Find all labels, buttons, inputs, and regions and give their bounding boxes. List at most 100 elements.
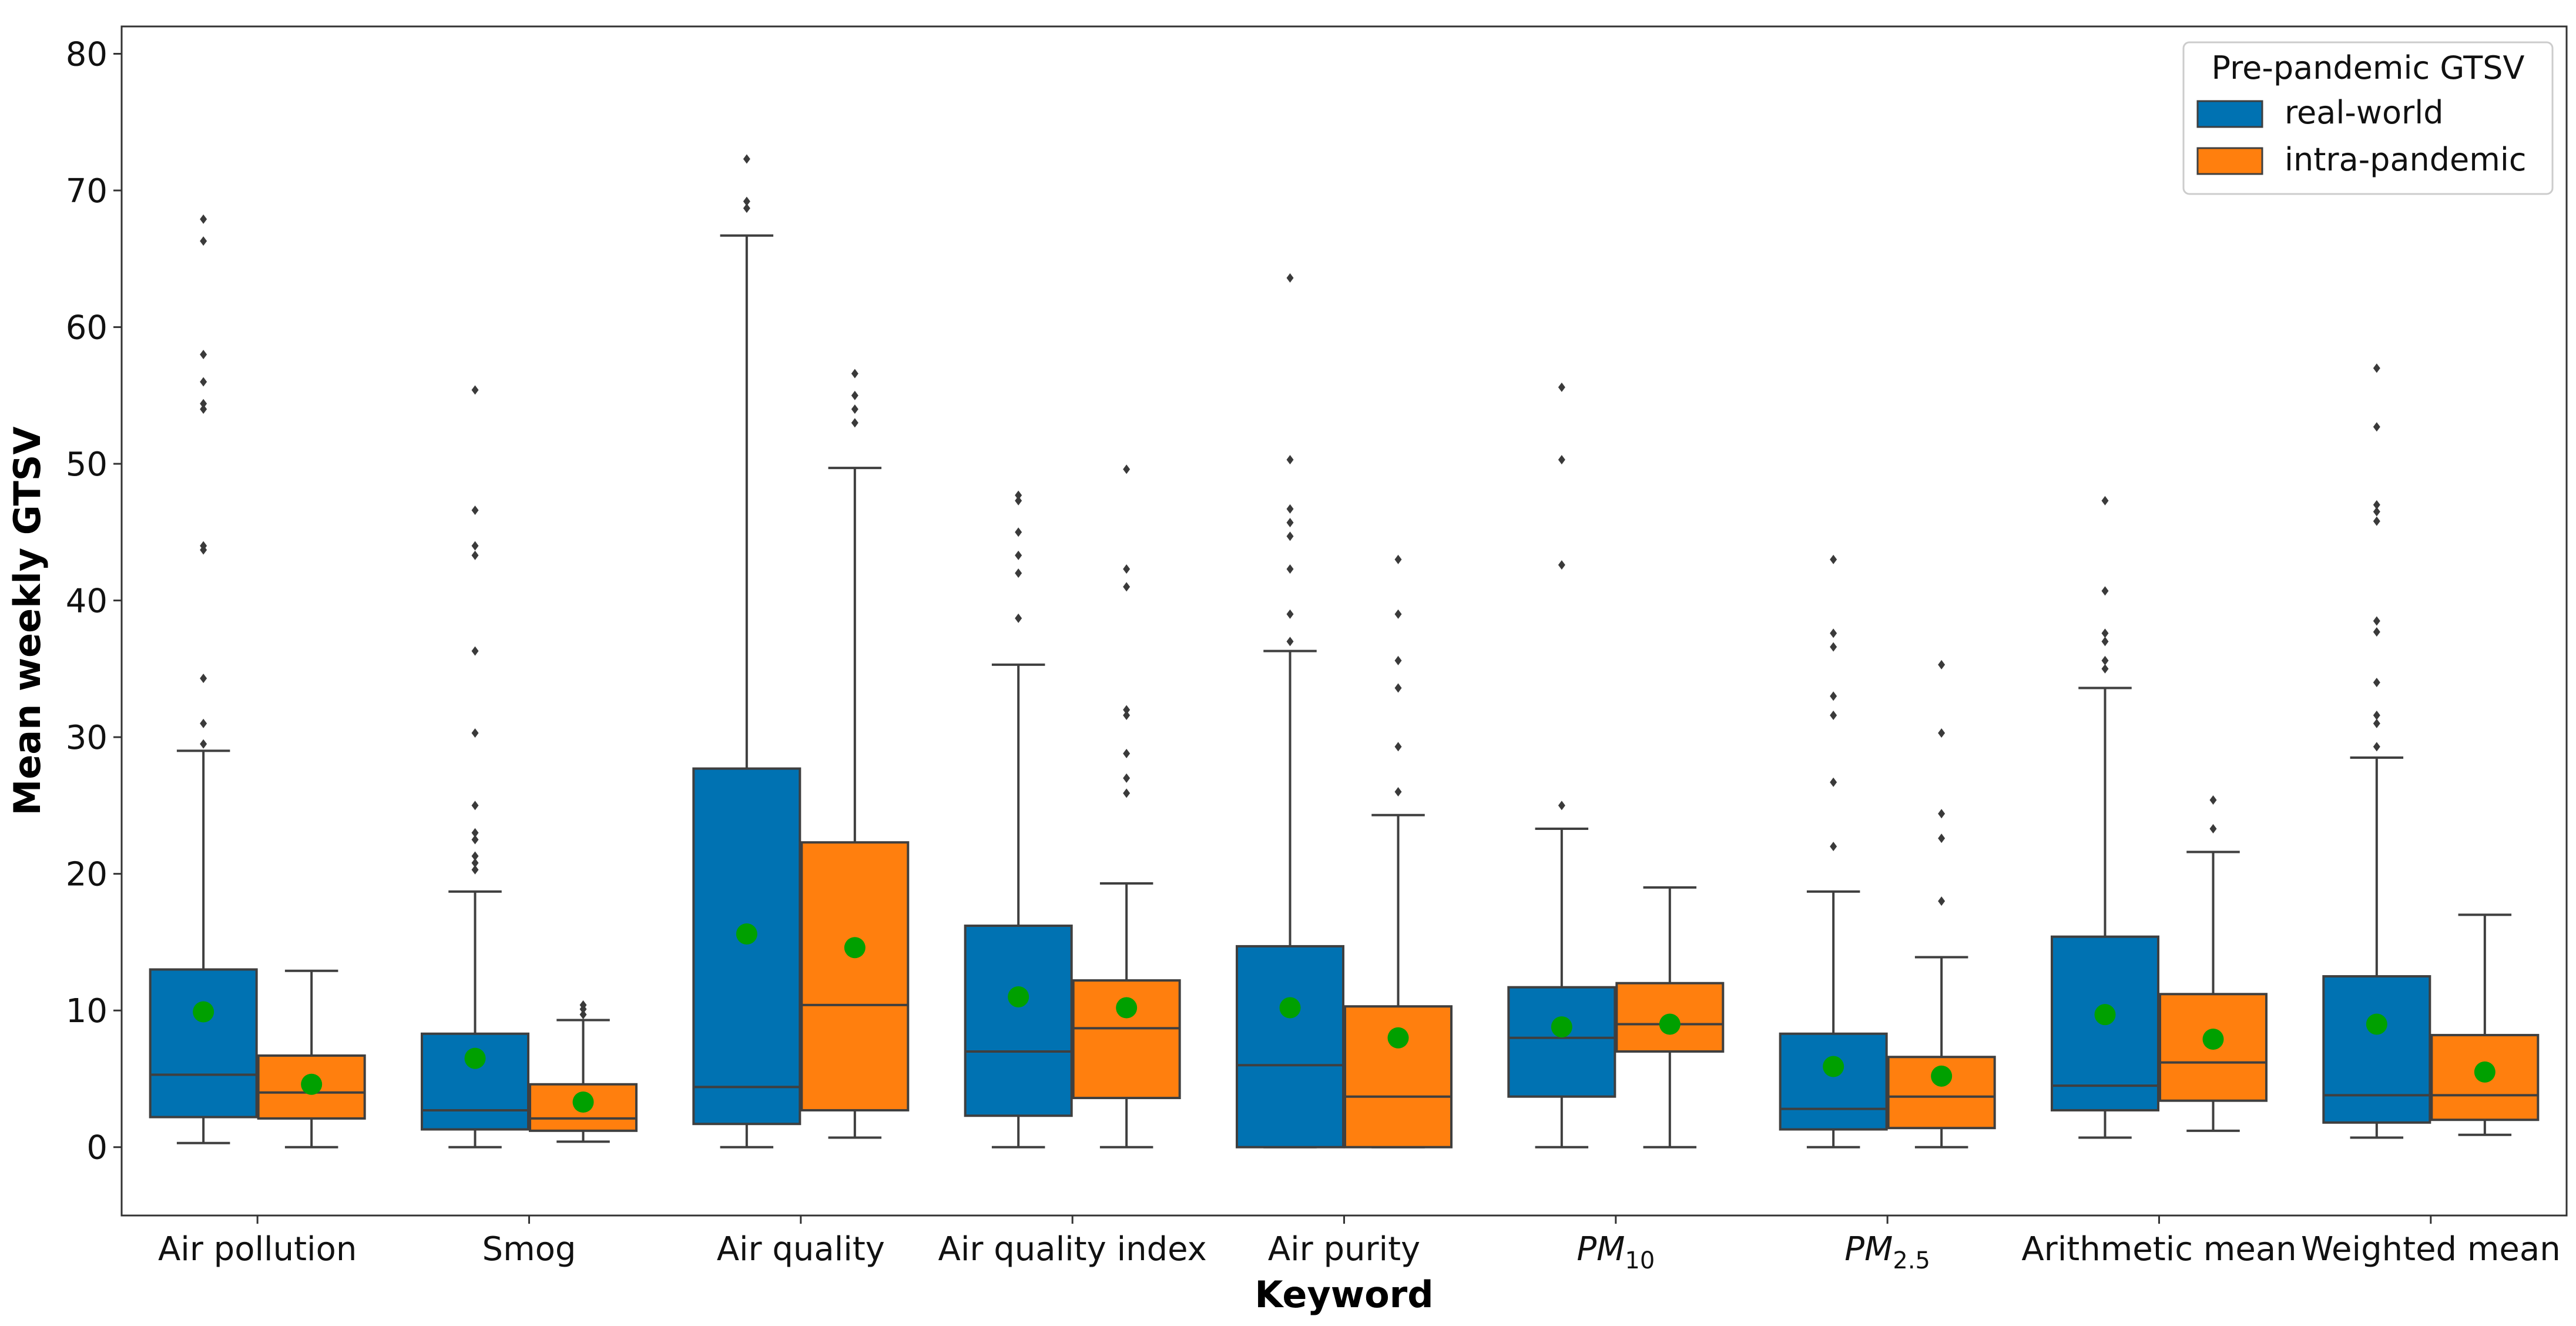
mean-marker	[1823, 1056, 1844, 1077]
x-tick-label: Smog	[482, 1230, 576, 1268]
outlier-point	[2101, 628, 2109, 638]
outlier-point	[471, 835, 479, 845]
y-tick-label: 40	[66, 582, 108, 621]
y-tick-label: 20	[66, 856, 108, 894]
box-group-real-world-8	[2051, 495, 2159, 1139]
box-iqr	[1507, 986, 1616, 1098]
outlier-point	[2101, 586, 2109, 596]
outlier-point	[200, 404, 207, 414]
mean-marker	[2202, 1029, 2224, 1050]
outlier-point	[471, 385, 479, 395]
y-axis-title: Mean weekly GTSV	[6, 427, 49, 816]
outlier-point	[2101, 495, 2109, 505]
outlier-point	[1938, 896, 1946, 906]
outlier-point	[851, 390, 858, 400]
y-tick-label: 80	[66, 36, 108, 74]
outlier-point	[1123, 749, 1131, 759]
outlier-point	[1394, 787, 1402, 797]
outlier-point	[200, 541, 207, 551]
x-tick-label: Air pollution	[158, 1230, 357, 1268]
x-tick-label: Air quality	[717, 1230, 885, 1268]
box-group-intra-pandemic-2	[529, 1000, 638, 1143]
outlier-point	[2101, 664, 2109, 674]
outlier-point	[471, 851, 479, 861]
box-group-intra-pandemic-5	[1344, 554, 1453, 1148]
outlier-point	[1558, 801, 1565, 811]
outlier-point	[579, 1010, 587, 1020]
outlier-point	[1286, 504, 1294, 514]
box-iqr	[1779, 1032, 1888, 1131]
outlier-point	[2373, 627, 2380, 637]
outlier-point	[1938, 659, 1946, 669]
box-group-real-world-3	[692, 154, 801, 1148]
outlier-point	[200, 214, 207, 224]
outlier-point	[471, 646, 479, 656]
outlier-point	[743, 203, 750, 213]
outlier-point	[1394, 554, 1402, 564]
outlier-point	[1830, 628, 1837, 638]
outlier-point	[743, 196, 750, 206]
outlier-point	[1123, 582, 1131, 592]
box-group-real-world-9	[2322, 363, 2431, 1139]
x-tick-label: Weighted mean	[2301, 1230, 2561, 1268]
outlier-point	[1286, 531, 1294, 541]
outlier-point	[1123, 710, 1131, 720]
outlier-point	[1830, 777, 1837, 787]
outlier-point	[2373, 710, 2380, 720]
mean-marker	[464, 1047, 486, 1069]
outlier-point	[743, 154, 750, 164]
box-iqr	[800, 841, 910, 1111]
legend-title: Pre-pandemic GTSV	[2211, 49, 2524, 86]
box-iqr	[964, 925, 1073, 1117]
outlier-point	[1286, 518, 1294, 528]
outlier-point	[1015, 613, 1022, 623]
legend-swatch	[2196, 100, 2263, 128]
mean-marker	[2474, 1061, 2496, 1083]
outlier-point	[1015, 495, 1022, 505]
box-group-intra-pandemic-6	[1615, 886, 1725, 1148]
box-group-real-world-7	[1779, 554, 1888, 1148]
box-iqr	[1236, 945, 1344, 1148]
outlier-point	[2101, 655, 2109, 665]
box-iqr	[2322, 975, 2431, 1124]
outlier-point	[200, 377, 207, 387]
outlier-point	[1286, 455, 1294, 465]
mean-marker	[1008, 986, 1029, 1007]
outlier-point	[2373, 742, 2380, 752]
outlier-point	[1938, 728, 1946, 738]
outlier-point	[1015, 527, 1022, 537]
outlier-point	[2209, 795, 2217, 805]
box-group-real-world-2	[421, 385, 529, 1148]
outlier-point	[851, 418, 858, 428]
y-tick-label: 0	[86, 1129, 108, 1167]
outlier-point	[1015, 490, 1022, 500]
outlier-point	[1286, 273, 1294, 283]
outlier-point	[200, 674, 207, 684]
outlier-point	[2373, 507, 2380, 517]
box-iqr	[1615, 982, 1725, 1053]
outlier-point	[1558, 455, 1565, 465]
outlier-point	[851, 404, 858, 414]
outlier-point	[1830, 554, 1837, 564]
outlier-point	[2373, 500, 2380, 510]
outlier-point	[1830, 642, 1837, 652]
outlier-point	[2373, 422, 2380, 432]
y-tick-label: 30	[66, 719, 108, 757]
outlier-point	[1830, 691, 1837, 701]
outlier-point	[2373, 616, 2380, 626]
box-iqr	[692, 767, 801, 1126]
legend-label: real-world	[2285, 94, 2444, 131]
mean-marker	[1279, 997, 1301, 1019]
y-tick-label: 10	[66, 992, 108, 1030]
box-iqr	[149, 968, 258, 1119]
box-group-real-world-5	[1236, 273, 1344, 1148]
box-group-intra-pandemic-9	[2430, 913, 2540, 1136]
outlier-point	[1830, 842, 1837, 852]
outlier-point	[1394, 683, 1402, 693]
outlier-point	[471, 801, 479, 811]
outlier-point	[471, 505, 479, 515]
box-group-intra-pandemic-3	[800, 369, 910, 1139]
x-tick-label: Air purity	[1268, 1230, 1420, 1268]
